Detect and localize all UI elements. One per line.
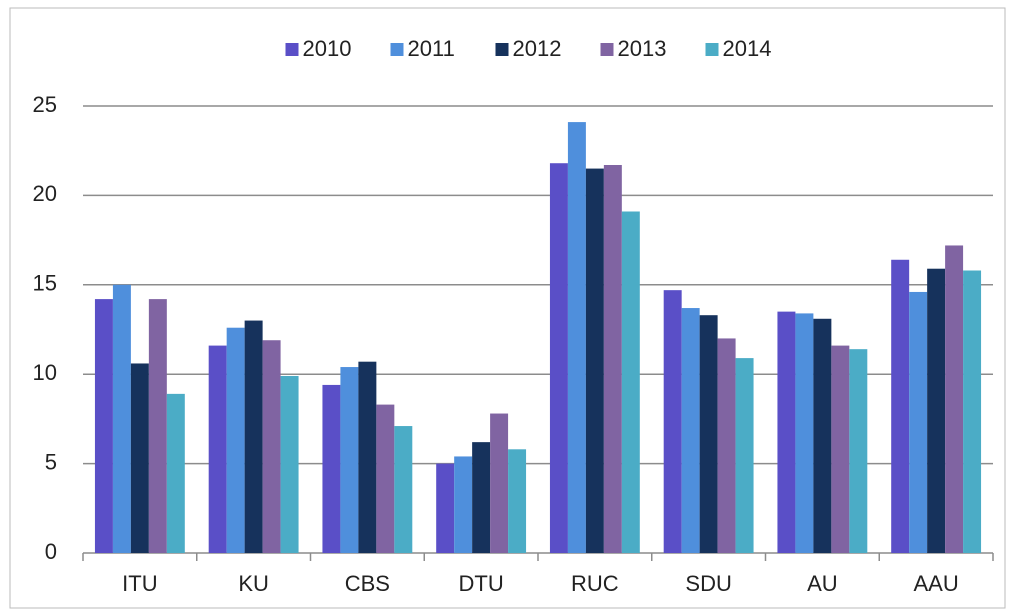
bar xyxy=(394,426,413,553)
y-tick-label: 5 xyxy=(45,449,57,474)
x-tick-label: AU xyxy=(807,571,838,596)
x-tick-label: SDU xyxy=(685,571,731,596)
y-tick-label: 25 xyxy=(33,92,57,117)
bar xyxy=(795,313,814,553)
legend-label: 2011 xyxy=(408,36,455,61)
bar xyxy=(340,367,359,553)
bar xyxy=(663,290,682,553)
bar xyxy=(436,463,455,553)
bar xyxy=(322,384,341,553)
x-tick-label: ITU xyxy=(122,571,157,596)
bar xyxy=(490,413,509,553)
bar xyxy=(166,393,185,553)
bar xyxy=(549,163,568,553)
bar xyxy=(681,308,700,553)
bar xyxy=(376,404,395,553)
legend-swatch xyxy=(600,43,614,56)
x-tick-label: KU xyxy=(238,571,269,596)
bar xyxy=(280,375,299,553)
bar xyxy=(262,340,281,553)
bar xyxy=(130,363,149,553)
bar xyxy=(148,299,167,553)
bar xyxy=(927,268,946,553)
bar xyxy=(454,456,473,553)
bar xyxy=(603,165,622,553)
legend-swatch xyxy=(705,43,719,56)
bar xyxy=(777,311,796,553)
legend-label: 2012 xyxy=(513,36,562,61)
bar xyxy=(945,245,964,554)
bar xyxy=(585,168,604,553)
bar xyxy=(208,345,227,553)
bar xyxy=(963,270,982,553)
x-tick-label: RUC xyxy=(571,571,619,596)
y-tick-label: 20 xyxy=(33,181,57,206)
bar xyxy=(621,211,640,553)
legend-swatch xyxy=(285,43,299,56)
legend-label: 2010 xyxy=(303,36,352,61)
bar xyxy=(909,291,928,553)
y-tick-label: 0 xyxy=(45,539,57,564)
bar xyxy=(849,349,868,553)
chart-frame xyxy=(9,7,1006,609)
bar xyxy=(735,358,754,553)
bar xyxy=(472,442,491,553)
bar xyxy=(717,338,736,553)
bar xyxy=(813,318,832,553)
bar xyxy=(244,320,263,553)
legend-label: 2013 xyxy=(618,36,667,61)
bar xyxy=(112,284,131,553)
y-tick-label: 15 xyxy=(33,271,57,296)
bar xyxy=(94,299,113,553)
bar xyxy=(358,361,377,553)
x-tick-label: CBS xyxy=(345,571,390,596)
bar xyxy=(831,345,850,553)
legend-swatch xyxy=(390,43,404,56)
bar xyxy=(567,122,586,553)
bar xyxy=(508,449,527,553)
x-tick-label: DTU xyxy=(459,571,504,596)
legend-label: 2014 xyxy=(723,36,772,61)
bar xyxy=(699,315,718,553)
legend-swatch xyxy=(495,43,509,56)
bar xyxy=(891,259,910,553)
x-tick-label: AAU xyxy=(914,571,959,596)
y-tick-label: 10 xyxy=(33,360,57,385)
bar xyxy=(226,327,245,553)
